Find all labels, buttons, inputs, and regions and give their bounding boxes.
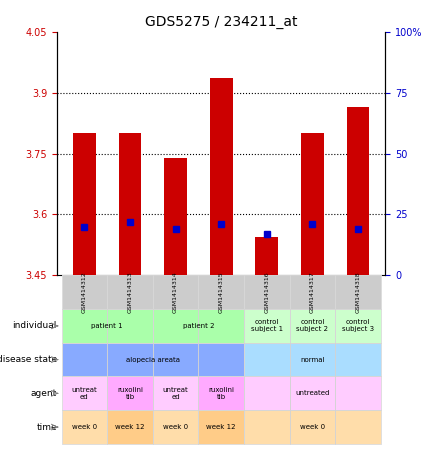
Text: GSM1414313: GSM1414313 [127, 271, 132, 313]
Text: untreat
ed: untreat ed [71, 387, 97, 400]
Bar [107, 410, 153, 444]
FancyBboxPatch shape [244, 275, 290, 309]
Bar [153, 376, 198, 410]
Text: week 0: week 0 [72, 424, 97, 430]
Text: GSM1414315: GSM1414315 [219, 271, 224, 313]
Bar [119, 133, 141, 275]
Text: GSM1414312: GSM1414312 [82, 271, 87, 313]
FancyBboxPatch shape [107, 275, 153, 309]
Bar [301, 133, 324, 275]
Bar [335, 376, 381, 410]
FancyBboxPatch shape [153, 309, 244, 343]
Bar [61, 343, 107, 376]
Text: GSM1414316: GSM1414316 [264, 271, 269, 313]
FancyBboxPatch shape [61, 410, 107, 444]
Text: individual: individual [13, 321, 57, 330]
FancyBboxPatch shape [61, 343, 244, 376]
Text: ruxolini
tib: ruxolini tib [208, 387, 234, 400]
Bar [244, 275, 290, 309]
Text: week 0: week 0 [300, 424, 325, 430]
FancyBboxPatch shape [107, 376, 153, 410]
Text: control
subject 2: control subject 2 [297, 319, 328, 333]
Bar [107, 376, 153, 410]
FancyBboxPatch shape [244, 376, 381, 410]
FancyBboxPatch shape [61, 275, 107, 309]
Bar [61, 376, 107, 410]
Text: week 12: week 12 [206, 424, 236, 430]
Bar [107, 343, 153, 376]
Text: ruxolini
tib: ruxolini tib [117, 387, 143, 400]
Text: normal: normal [300, 357, 325, 362]
FancyBboxPatch shape [198, 275, 244, 309]
Bar [255, 237, 278, 275]
Text: control
subject 1: control subject 1 [251, 319, 283, 333]
Bar [244, 309, 290, 343]
Text: control
subject 3: control subject 3 [342, 319, 374, 333]
FancyBboxPatch shape [335, 309, 381, 343]
Bar [61, 309, 107, 343]
Bar [107, 309, 153, 343]
Bar [290, 309, 335, 343]
Bar [244, 343, 290, 376]
Text: agent: agent [31, 389, 57, 398]
FancyBboxPatch shape [61, 309, 153, 343]
Bar [244, 410, 290, 444]
FancyBboxPatch shape [153, 376, 198, 410]
Bar [210, 78, 233, 275]
Bar [107, 275, 153, 309]
Bar [244, 376, 290, 410]
Bar [335, 343, 381, 376]
Bar [290, 343, 335, 376]
Bar [164, 158, 187, 275]
FancyBboxPatch shape [198, 410, 244, 444]
Bar [335, 410, 381, 444]
Text: untreat
ed: untreat ed [162, 387, 188, 400]
FancyBboxPatch shape [61, 376, 107, 410]
Bar [153, 410, 198, 444]
Text: week 12: week 12 [115, 424, 145, 430]
Bar [153, 343, 198, 376]
FancyBboxPatch shape [335, 275, 381, 309]
FancyBboxPatch shape [198, 376, 244, 410]
FancyBboxPatch shape [244, 309, 290, 343]
Text: GSM1414318: GSM1414318 [356, 271, 360, 313]
FancyBboxPatch shape [244, 343, 381, 376]
Bar [198, 309, 244, 343]
Text: time: time [36, 423, 57, 432]
Bar [198, 376, 244, 410]
Text: GSM1414317: GSM1414317 [310, 271, 315, 313]
Bar [198, 343, 244, 376]
Legend: transformed count, percentile rank within the sample: transformed count, percentile rank withi… [45, 452, 205, 453]
Text: patient 1: patient 1 [91, 323, 123, 329]
Bar [335, 309, 381, 343]
Bar [346, 107, 370, 275]
FancyBboxPatch shape [153, 275, 198, 309]
Bar [198, 410, 244, 444]
FancyBboxPatch shape [107, 410, 153, 444]
Bar [153, 309, 198, 343]
Bar [61, 275, 107, 309]
Bar [198, 275, 244, 309]
FancyBboxPatch shape [290, 275, 335, 309]
Text: untreated: untreated [295, 390, 330, 396]
Text: week 0: week 0 [163, 424, 188, 430]
Text: disease state: disease state [0, 355, 57, 364]
Text: GSM1414314: GSM1414314 [173, 271, 178, 313]
FancyBboxPatch shape [290, 309, 335, 343]
Text: alopecia areata: alopecia areata [126, 357, 180, 362]
Bar [290, 275, 335, 309]
Bar [290, 376, 335, 410]
Bar [61, 410, 107, 444]
Title: GDS5275 / 234211_at: GDS5275 / 234211_at [145, 15, 297, 29]
FancyBboxPatch shape [153, 410, 198, 444]
Bar [153, 275, 198, 309]
FancyBboxPatch shape [244, 410, 381, 444]
Text: patient 2: patient 2 [183, 323, 214, 329]
Bar [290, 410, 335, 444]
Bar [73, 133, 96, 275]
Bar [335, 275, 381, 309]
